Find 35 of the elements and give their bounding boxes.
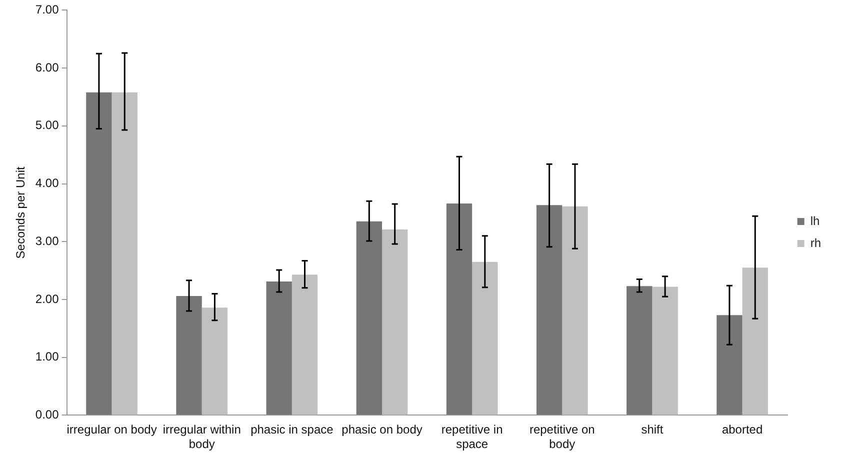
bar: [446, 203, 472, 415]
legend-label: lh: [810, 214, 820, 228]
bar: [292, 274, 318, 415]
bar: [652, 286, 678, 415]
x-tick-label: repetitive on body: [529, 422, 595, 452]
bar: [266, 282, 292, 415]
y-axis-title: Seconds per Unit: [14, 166, 28, 259]
x-tick-label: irregular on body: [66, 422, 157, 437]
legend-label: rh: [810, 236, 821, 250]
y-tick-label: 1.00: [35, 350, 60, 364]
y-tick-label: 5.00: [35, 118, 60, 132]
x-tick-label: shift: [641, 422, 664, 437]
bar: [472, 262, 498, 415]
x-tick-label: irregular within body: [162, 422, 241, 452]
bar: [86, 92, 112, 415]
y-tick-label: 0.00: [35, 408, 60, 422]
bar: [716, 315, 742, 415]
y-tick-label: 6.00: [35, 60, 60, 74]
x-tick-label: repetitive in space: [441, 422, 503, 452]
bar: [202, 308, 228, 415]
bar: [626, 286, 652, 415]
y-tick-label: 7.00: [35, 2, 60, 17]
bar: [382, 229, 408, 415]
bar: [562, 206, 588, 415]
bar: [536, 205, 562, 415]
x-tick-label: aborted: [722, 422, 763, 437]
y-tick-label: 3.00: [35, 234, 60, 248]
x-tick-label: phasic in space: [250, 422, 334, 437]
bar: [356, 221, 382, 415]
bar: [112, 92, 138, 415]
bar: [742, 268, 768, 415]
bar: [176, 296, 202, 415]
y-tick-label: 4.00: [35, 176, 60, 190]
y-tick-label: 2.00: [35, 292, 60, 306]
x-tick-label: phasic on body: [342, 422, 422, 437]
